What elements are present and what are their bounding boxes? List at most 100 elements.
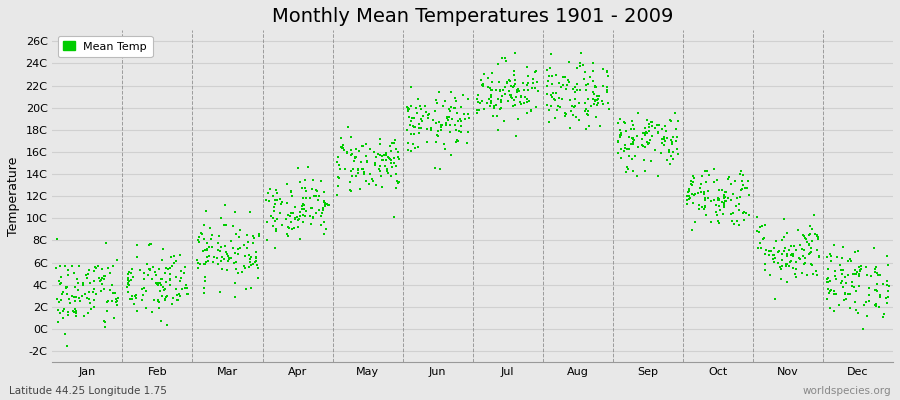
Point bbox=[796, 232, 810, 239]
Point bbox=[492, 79, 507, 86]
Point bbox=[389, 185, 403, 192]
Point bbox=[493, 106, 508, 112]
Point bbox=[694, 188, 708, 195]
Point bbox=[192, 238, 206, 245]
Point bbox=[557, 109, 572, 116]
Point bbox=[281, 224, 295, 230]
Point bbox=[540, 67, 554, 73]
Point bbox=[577, 75, 591, 82]
Point bbox=[358, 178, 373, 184]
Point bbox=[496, 87, 510, 94]
Point bbox=[436, 141, 451, 148]
Point bbox=[803, 222, 817, 229]
Point bbox=[791, 227, 806, 234]
Point bbox=[780, 230, 795, 236]
Point bbox=[122, 278, 136, 284]
Point bbox=[237, 242, 251, 248]
Point bbox=[68, 309, 82, 316]
Point bbox=[812, 254, 826, 260]
Point bbox=[280, 181, 294, 187]
Point bbox=[179, 282, 194, 288]
Point bbox=[823, 278, 837, 284]
Point bbox=[827, 242, 842, 248]
Point bbox=[155, 257, 169, 263]
Point bbox=[457, 111, 472, 118]
Point bbox=[821, 265, 835, 272]
Point bbox=[819, 254, 833, 261]
Point bbox=[293, 212, 308, 219]
Point bbox=[729, 202, 743, 209]
Point bbox=[54, 280, 68, 286]
Point bbox=[484, 87, 499, 93]
Point bbox=[259, 197, 274, 203]
Point bbox=[612, 134, 626, 140]
Point bbox=[783, 258, 797, 264]
Point bbox=[472, 106, 486, 113]
Point bbox=[51, 278, 66, 284]
Point bbox=[850, 269, 864, 275]
Point bbox=[717, 194, 732, 200]
Point bbox=[163, 271, 177, 278]
Point bbox=[626, 139, 640, 146]
Point bbox=[766, 251, 780, 258]
Point bbox=[530, 79, 544, 86]
Point bbox=[82, 289, 96, 295]
Point bbox=[218, 242, 232, 249]
Point bbox=[520, 64, 535, 70]
Point bbox=[213, 214, 228, 221]
Point bbox=[220, 267, 234, 274]
Point bbox=[717, 188, 732, 195]
Point bbox=[642, 121, 656, 127]
Point bbox=[833, 267, 848, 274]
Point bbox=[730, 194, 744, 201]
Point bbox=[62, 296, 77, 303]
Point bbox=[644, 122, 659, 129]
Point bbox=[524, 107, 538, 114]
Point bbox=[163, 270, 177, 277]
Point bbox=[424, 125, 438, 132]
Point bbox=[520, 96, 535, 102]
Point bbox=[262, 198, 276, 204]
Point bbox=[622, 134, 636, 140]
Point bbox=[588, 98, 602, 104]
Point bbox=[455, 92, 470, 98]
Point bbox=[680, 196, 695, 203]
Point bbox=[847, 284, 861, 290]
Point bbox=[390, 177, 404, 184]
Point bbox=[169, 285, 184, 292]
Point bbox=[494, 105, 508, 111]
Point bbox=[288, 215, 302, 222]
Point bbox=[708, 208, 723, 215]
Point bbox=[298, 185, 312, 191]
Point bbox=[698, 168, 712, 175]
Point bbox=[400, 140, 415, 146]
Point bbox=[656, 142, 670, 148]
Point bbox=[84, 306, 98, 312]
Point bbox=[868, 287, 883, 293]
Point bbox=[685, 190, 699, 197]
Point bbox=[430, 128, 445, 134]
Point bbox=[444, 104, 458, 110]
Point bbox=[642, 139, 656, 146]
Point bbox=[834, 254, 849, 261]
Point bbox=[500, 80, 514, 86]
Point bbox=[400, 103, 414, 110]
Point bbox=[768, 295, 782, 302]
Point bbox=[360, 159, 374, 165]
Point bbox=[356, 143, 370, 150]
Point bbox=[215, 266, 230, 272]
Point bbox=[589, 113, 603, 120]
Point bbox=[235, 269, 249, 275]
Point bbox=[215, 254, 230, 260]
Point bbox=[783, 259, 797, 266]
Point bbox=[848, 248, 862, 255]
Point bbox=[56, 315, 70, 321]
Point bbox=[231, 270, 246, 276]
Point bbox=[642, 127, 656, 134]
Point bbox=[330, 191, 345, 198]
Point bbox=[797, 246, 812, 253]
Point bbox=[347, 154, 362, 160]
Point bbox=[636, 130, 651, 136]
Point bbox=[657, 122, 671, 129]
Point bbox=[449, 98, 464, 105]
